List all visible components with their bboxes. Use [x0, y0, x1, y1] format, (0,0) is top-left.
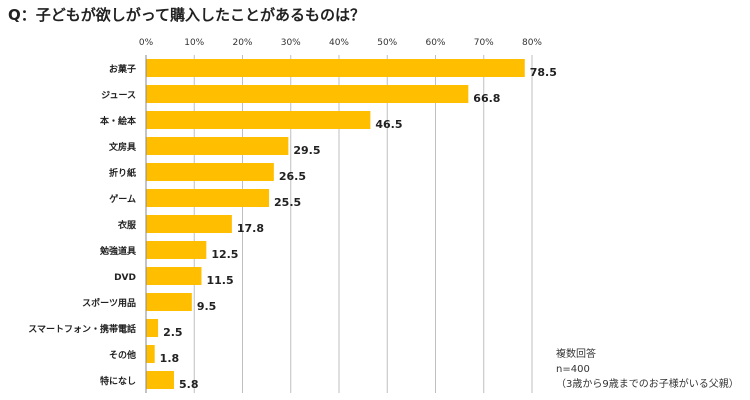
x-tick-label: 10%: [184, 38, 204, 48]
data-label: 17.8: [237, 222, 264, 235]
data-label: 29.5: [293, 144, 320, 157]
category-label: ジュース: [101, 90, 136, 101]
data-label: 1.8: [160, 352, 180, 365]
category-label: 本・絵本: [100, 115, 137, 127]
note-multiple-answers: 複数回答: [556, 349, 596, 360]
x-tick-label: 80%: [522, 38, 542, 48]
bar: [146, 111, 371, 129]
data-label: 25.5: [274, 196, 301, 209]
bar: [146, 319, 159, 337]
bar: [146, 241, 207, 259]
bar: [146, 345, 155, 363]
category-label: その他: [109, 349, 136, 361]
data-label: 26.5: [279, 170, 306, 183]
category-label: お菓子: [109, 63, 136, 75]
category-label: 特になし: [100, 375, 136, 387]
data-label: 5.8: [179, 378, 199, 391]
bar: [146, 371, 174, 389]
bar: [146, 189, 270, 207]
data-label: 2.5: [163, 326, 183, 339]
bar: [146, 293, 192, 311]
x-tick-label: 40%: [329, 38, 349, 48]
x-tick-label: 30%: [281, 38, 301, 48]
category-label: ゲーム: [109, 193, 136, 205]
note-respondents: （3歳から9歳までのお子様がいる父親）: [556, 379, 739, 390]
note-sample-size: n=400: [556, 364, 590, 375]
x-tick-label: 60%: [425, 38, 445, 48]
x-tick-label: 70%: [474, 38, 494, 48]
chart-title: Q：子どもが欲しがって購入したことがあるものは？: [8, 6, 366, 24]
data-label: 12.5: [211, 248, 238, 261]
data-label: 78.5: [530, 66, 557, 79]
category-label: DVD: [114, 273, 136, 283]
bar: [146, 85, 469, 103]
x-tick-label: 20%: [232, 38, 252, 48]
bar: [146, 163, 274, 181]
data-label: 46.5: [375, 118, 402, 131]
data-label: 66.8: [473, 92, 500, 105]
category-label: スマートフォン・携帯電話: [28, 323, 136, 335]
data-label: 9.5: [197, 300, 217, 313]
category-label: 衣服: [118, 219, 137, 231]
bar: [146, 215, 232, 233]
data-label: 11.5: [206, 274, 233, 287]
bar: [146, 59, 525, 77]
category-label: スポーツ用品: [82, 297, 136, 309]
x-tick-label: 50%: [377, 38, 397, 48]
category-label: 文房具: [108, 141, 136, 153]
bar: [146, 137, 289, 155]
chart-notes: 複数回答 n=400 （3歳から9歳までのお子様がいる父親）: [556, 347, 739, 392]
category-label: 折り紙: [109, 167, 136, 179]
x-tick-label: 0%: [139, 38, 154, 48]
category-label: 勉強道具: [99, 245, 136, 257]
bar: [146, 267, 202, 285]
